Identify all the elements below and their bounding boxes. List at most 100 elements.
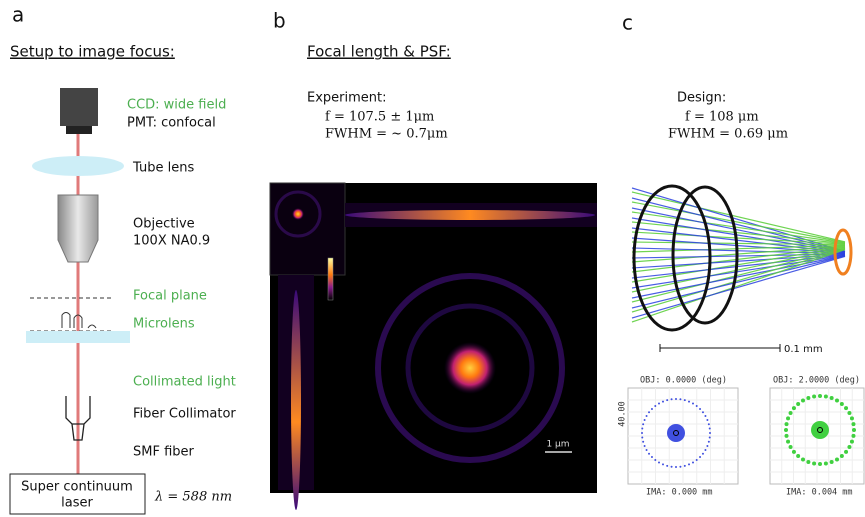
- ray-dot: [666, 399, 668, 401]
- ray-dot: [785, 422, 789, 426]
- ray-dot: [818, 462, 822, 466]
- label: Objective: [133, 217, 195, 232]
- substrate: [26, 331, 130, 343]
- ray-dot: [786, 440, 790, 444]
- page: Microlens focus setup figure html, body …: [0, 0, 865, 517]
- spot-image: IMA: 0.000 mm: [646, 488, 713, 498]
- axial-profile: [345, 210, 595, 220]
- ray-dot: [796, 402, 800, 406]
- ray-dot: [684, 465, 686, 467]
- ray-dot: [679, 466, 681, 468]
- ray-dot: [702, 453, 704, 455]
- ray: [632, 249, 845, 312]
- objective: [58, 195, 98, 262]
- ray-dot: [699, 408, 701, 410]
- ray-dot: [847, 411, 851, 415]
- ray-dot: [651, 408, 653, 410]
- label: Tube lens: [132, 161, 194, 176]
- panel-a: a Setup to image focus: CCD: wide field …: [10, 3, 236, 515]
- ray-dot: [830, 460, 834, 464]
- ray-dot: [704, 415, 706, 417]
- ray-dot: [818, 394, 822, 398]
- ray-dot: [824, 395, 828, 399]
- ray-dot: [806, 396, 810, 400]
- ray-dot: [696, 459, 698, 461]
- ray-dot: [801, 457, 805, 461]
- wavelength: λ = 588 nm: [154, 490, 232, 505]
- ray-dot: [641, 432, 643, 434]
- focal-length: f = 108 μm: [685, 110, 759, 125]
- ray-dot: [692, 403, 694, 405]
- panel-b: b Focal length & PSF: Experiment: f = 10…: [270, 9, 597, 511]
- spot-image: IMA: 0.004 mm: [786, 488, 853, 498]
- ray-dot: [840, 402, 844, 406]
- ray-dot: [688, 401, 690, 403]
- ray-dot: [696, 405, 698, 407]
- label: Focal plane: [133, 289, 207, 304]
- ray-dot: [835, 399, 839, 403]
- ray-dot: [851, 422, 855, 426]
- ray-dot: [844, 406, 848, 410]
- ray-dot: [709, 432, 711, 434]
- ray-dot: [708, 423, 710, 425]
- ray-dot: [654, 405, 656, 407]
- ray-dot: [644, 445, 646, 447]
- ray: [632, 256, 845, 308]
- panel-label: b: [273, 9, 286, 33]
- ray-dot: [651, 456, 653, 458]
- ray-dot: [688, 463, 690, 465]
- ray-dot: [679, 398, 681, 400]
- panel-label: c: [622, 11, 633, 35]
- label: 100X NA0.9: [133, 234, 210, 249]
- ray-dot: [792, 450, 796, 454]
- tube-lens: [32, 156, 124, 176]
- ray-dot: [801, 399, 805, 403]
- colorbar: [328, 258, 333, 300]
- ray-dot: [642, 423, 644, 425]
- spot-object: OBJ: 2.0000 (deg): [773, 376, 860, 386]
- ray-dot: [789, 411, 793, 415]
- ray-dot: [666, 465, 668, 467]
- ray-dot: [658, 461, 660, 463]
- label: Collimated light: [133, 375, 236, 390]
- label: PMT: confocal: [127, 116, 216, 131]
- ray-dot: [648, 453, 650, 455]
- ray-dot: [702, 411, 704, 413]
- ray-dot: [671, 466, 673, 468]
- ray: [632, 202, 845, 242]
- ray-dot: [646, 449, 648, 451]
- ray-dot: [662, 463, 664, 465]
- panel-title: Focal length & PSF:: [307, 43, 451, 61]
- panel-title: Setup to image focus:: [10, 43, 175, 61]
- ray-dot: [658, 403, 660, 405]
- ray-dot: [706, 419, 708, 421]
- panel-c: c Design: f = 108 μm FWHM = 0.69 μm 0.1 …: [618, 11, 865, 498]
- ray: [632, 188, 845, 251]
- psf-spot: [444, 342, 496, 394]
- spot: [811, 421, 829, 439]
- ray-dot: [852, 428, 856, 432]
- ray-dot: [812, 461, 816, 465]
- ray-dot: [642, 441, 644, 443]
- ray-dot: [840, 454, 844, 458]
- ray-dot: [851, 434, 855, 438]
- scale-label: 0.1 mm: [784, 344, 823, 355]
- ray-dot: [641, 436, 643, 438]
- ray-dot: [850, 440, 854, 444]
- ray-dot: [789, 445, 793, 449]
- inset-spot: [292, 208, 304, 220]
- fwhm: FWHM = 0.69 μm: [668, 127, 788, 142]
- body: {"panel_a": {"label": "a", "title": "Set…: [0, 0, 865, 517]
- focal-length: f = 107.5 ± 1μm: [325, 110, 434, 125]
- ray-dot: [785, 434, 789, 438]
- ray-dot: [644, 419, 646, 421]
- ray-dot: [675, 466, 677, 468]
- figure: a Setup to image focus: CCD: wide field …: [0, 0, 865, 517]
- ray-dot: [654, 459, 656, 461]
- ray-dot: [812, 395, 816, 399]
- ray-dot: [830, 396, 834, 400]
- ray-dot: [844, 450, 848, 454]
- label: Microlens: [133, 317, 195, 332]
- ray-dot: [847, 445, 851, 449]
- ray-dot: [835, 457, 839, 461]
